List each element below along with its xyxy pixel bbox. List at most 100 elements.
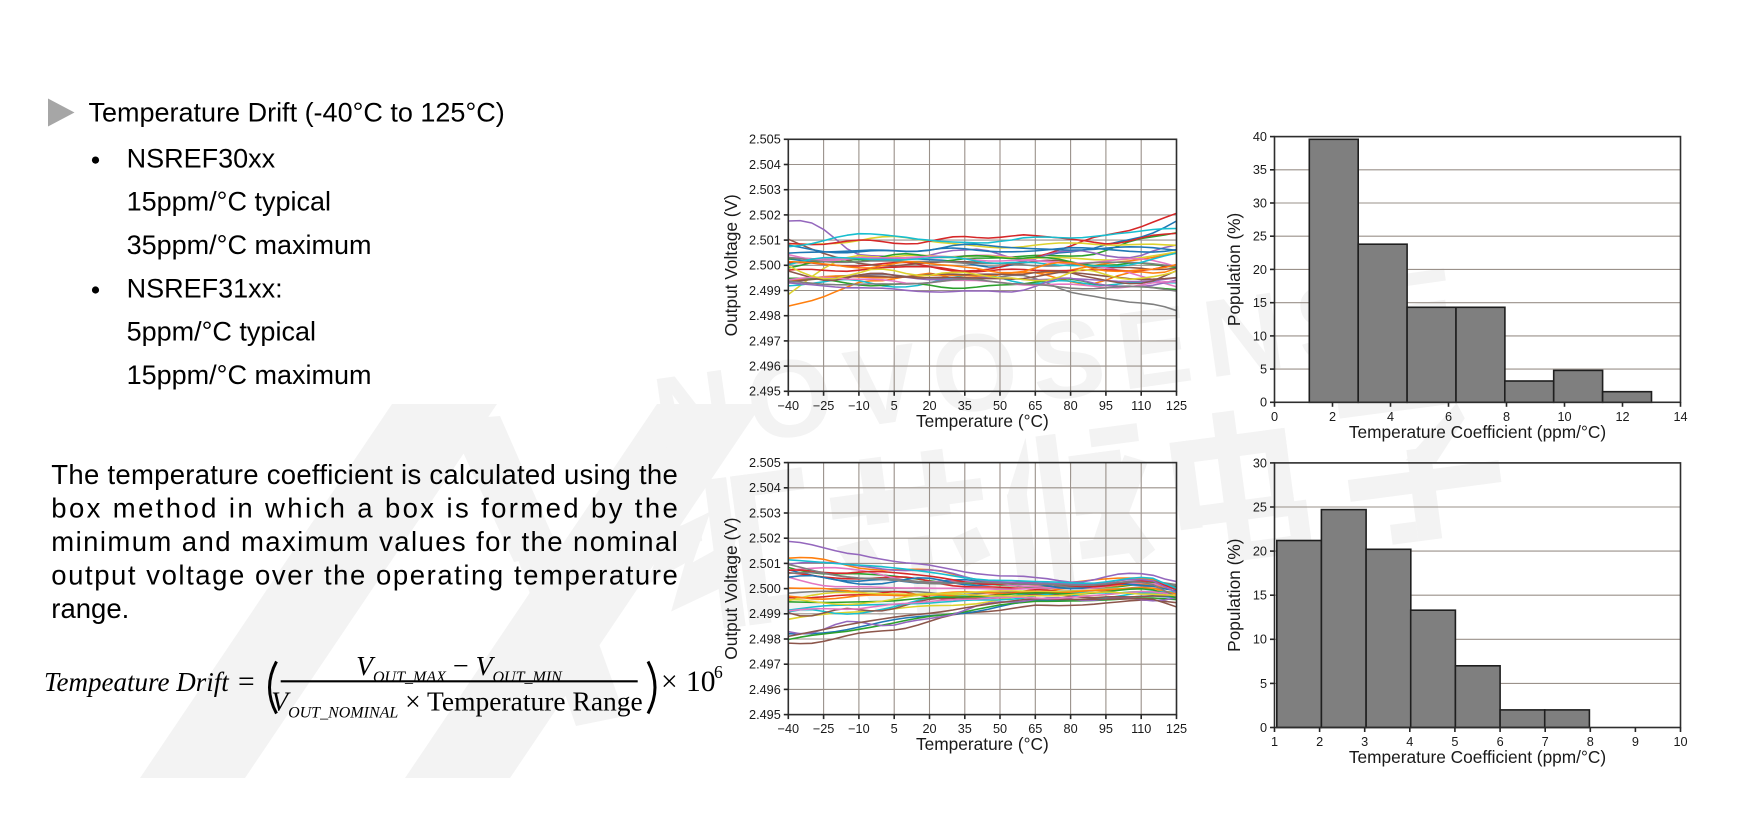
svg-text:Population (%): Population (%) [1224, 213, 1244, 326]
svg-text:110: 110 [1131, 722, 1151, 736]
svg-text:14: 14 [1673, 410, 1687, 424]
svg-text:0: 0 [1260, 721, 1267, 735]
svg-text:10: 10 [1253, 633, 1267, 647]
svg-text:2.496: 2.496 [749, 683, 781, 697]
svg-text:=: = [238, 666, 255, 698]
svg-text:6: 6 [1445, 410, 1452, 424]
svg-text:2.502: 2.502 [749, 532, 781, 546]
svg-text:2.504: 2.504 [749, 481, 781, 495]
svg-text:4: 4 [1406, 735, 1413, 749]
svg-text:20: 20 [922, 399, 936, 413]
svg-text:1: 1 [1271, 735, 1278, 749]
svg-text:35: 35 [958, 722, 972, 736]
svg-text:6: 6 [1497, 735, 1504, 749]
svg-text:NSREF30xx: NSREF30xx [127, 143, 276, 173]
svg-text:10: 10 [1253, 329, 1267, 343]
svg-text:box method in which a box is f: box method in which a box is formed by t… [51, 492, 678, 523]
svg-text:2.503: 2.503 [749, 183, 781, 197]
svg-text:35: 35 [958, 399, 972, 413]
svg-text:20: 20 [1253, 263, 1267, 277]
svg-text:20: 20 [1253, 545, 1267, 559]
svg-text:Temperature Drift (-40°C to 12: Temperature Drift (-40°C to 125°C) [89, 98, 505, 128]
svg-text:−25: −25 [813, 722, 835, 736]
svg-text:output voltage over the operat: output voltage over the operating temper… [51, 559, 678, 590]
svg-text:2.498: 2.498 [749, 309, 781, 323]
svg-text:NSREF31xx:: NSREF31xx: [127, 273, 283, 303]
svg-text:110: 110 [1131, 399, 1151, 413]
svg-text:15: 15 [1253, 589, 1267, 603]
svg-text:2.505: 2.505 [749, 456, 781, 470]
svg-text:range.: range. [51, 593, 129, 624]
svg-text:2.496: 2.496 [749, 360, 781, 374]
svg-text:Temperature Coefficient (ppm/°: Temperature Coefficient (ppm/°C) [1349, 747, 1606, 767]
svg-text:4: 4 [1387, 410, 1394, 424]
svg-text:Population (%): Population (%) [1224, 539, 1244, 652]
svg-text:2.500: 2.500 [749, 259, 781, 273]
svg-text:10: 10 [1673, 735, 1687, 749]
svg-text:−10: −10 [848, 399, 870, 413]
svg-text:Temperature Coefficient (ppm/°: Temperature Coefficient (ppm/°C) [1349, 422, 1606, 442]
svg-text:2.504: 2.504 [749, 158, 781, 172]
svg-text:2.497: 2.497 [749, 334, 781, 348]
svg-text:2.498: 2.498 [749, 632, 781, 646]
svg-text:80: 80 [1064, 722, 1078, 736]
svg-text:35: 35 [1253, 163, 1267, 177]
svg-text:2.495: 2.495 [749, 708, 781, 722]
svg-text:2: 2 [1316, 735, 1323, 749]
svg-text:6: 6 [714, 662, 723, 682]
svg-text:−40: −40 [778, 399, 800, 413]
svg-text:30: 30 [1253, 456, 1267, 470]
svg-text:35ppm/°C maximum: 35ppm/°C maximum [127, 230, 372, 260]
svg-text:25: 25 [1253, 230, 1267, 244]
svg-text:8: 8 [1503, 410, 1510, 424]
svg-text:80: 80 [1064, 399, 1078, 413]
svg-text:15ppm/°C typical: 15ppm/°C typical [127, 187, 331, 217]
svg-text:The temperature coefficient is: The temperature coefficient is calculate… [51, 459, 678, 490]
svg-text:Tempeature Drift: Tempeature Drift [44, 667, 230, 697]
svg-text:20: 20 [922, 722, 936, 736]
svg-text:2.501: 2.501 [749, 234, 781, 248]
svg-text:Output Voltage (V): Output Voltage (V) [721, 194, 741, 336]
svg-text:5: 5 [1260, 677, 1267, 691]
svg-text:2.499: 2.499 [749, 607, 781, 621]
svg-text:2.505: 2.505 [749, 133, 781, 147]
svg-text:0: 0 [1271, 410, 1278, 424]
svg-text:15: 15 [1253, 296, 1267, 310]
svg-text:minimum and maximum values for: minimum and maximum values for the nomin… [51, 526, 678, 557]
svg-text:125: 125 [1166, 722, 1187, 736]
svg-text:40: 40 [1253, 130, 1267, 144]
svg-text:65: 65 [1028, 399, 1042, 413]
svg-text:−40: −40 [778, 722, 800, 736]
svg-text:2: 2 [1329, 410, 1336, 424]
svg-text:Temperature (°C): Temperature (°C) [916, 734, 1049, 754]
svg-text:9: 9 [1632, 735, 1639, 749]
svg-text:10: 10 [1557, 410, 1571, 424]
svg-text:3: 3 [1361, 735, 1368, 749]
svg-text:Temperature (°C): Temperature (°C) [916, 411, 1049, 431]
svg-text:5: 5 [1451, 735, 1458, 749]
svg-text:12: 12 [1615, 410, 1629, 424]
svg-text:5: 5 [891, 399, 898, 413]
svg-text:2.499: 2.499 [749, 284, 781, 298]
svg-text:2.503: 2.503 [749, 506, 781, 520]
svg-text:0: 0 [1260, 396, 1267, 410]
svg-text:−25: −25 [813, 399, 835, 413]
svg-text:7: 7 [1542, 735, 1549, 749]
svg-text:5: 5 [1260, 363, 1267, 377]
svg-text:2.497: 2.497 [749, 658, 781, 672]
svg-text:65: 65 [1028, 722, 1042, 736]
svg-text:10: 10 [686, 666, 716, 698]
svg-text:50: 50 [993, 399, 1007, 413]
svg-text:25: 25 [1253, 500, 1267, 514]
svg-text:2.495: 2.495 [749, 385, 781, 399]
svg-text:2.500: 2.500 [749, 582, 781, 596]
svg-text:95: 95 [1099, 399, 1113, 413]
svg-text:95: 95 [1099, 722, 1113, 736]
svg-text:Output Voltage (V): Output Voltage (V) [721, 518, 741, 660]
svg-text:5ppm/°C typical: 5ppm/°C typical [127, 317, 316, 347]
svg-text:30: 30 [1253, 196, 1267, 210]
svg-text:125: 125 [1166, 399, 1187, 413]
svg-text:2.502: 2.502 [749, 208, 781, 222]
svg-text:5: 5 [891, 722, 898, 736]
svg-text:50: 50 [993, 722, 1007, 736]
